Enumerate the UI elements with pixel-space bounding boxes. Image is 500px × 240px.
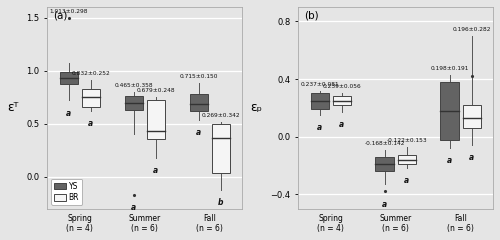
Text: a: a (382, 200, 387, 209)
Text: a: a (317, 123, 322, 132)
Text: 0.715±0.150: 0.715±0.150 (180, 74, 218, 79)
Text: b: b (218, 198, 224, 207)
Text: 0.237±0.081: 0.237±0.081 (300, 82, 339, 87)
Text: a: a (196, 128, 201, 137)
Text: 0.196±0.282: 0.196±0.282 (452, 27, 491, 32)
Bar (310, 93, 328, 109)
Bar (212, 124, 230, 173)
Bar (376, 157, 394, 171)
Bar (332, 96, 351, 105)
Text: 0.465±0.358: 0.465±0.358 (114, 83, 153, 88)
Y-axis label: εₚ: εₚ (250, 101, 262, 114)
Text: a: a (339, 120, 344, 129)
Text: (a): (a) (53, 11, 68, 21)
Bar (124, 96, 143, 110)
Bar (146, 100, 165, 139)
Text: a: a (66, 108, 71, 118)
Legend: YS, BR: YS, BR (51, 179, 82, 205)
Text: 0.239±0.056: 0.239±0.056 (322, 84, 361, 90)
Text: 0.679±0.248: 0.679±0.248 (136, 88, 175, 93)
Bar (190, 94, 208, 111)
Text: a: a (447, 156, 452, 165)
Text: a: a (469, 153, 474, 162)
Text: 0.269±0.342: 0.269±0.342 (202, 113, 240, 118)
Bar (60, 72, 78, 84)
Bar (398, 156, 415, 164)
Text: a: a (153, 166, 158, 175)
Text: 1.013±0.298: 1.013±0.298 (50, 9, 88, 13)
Text: a: a (404, 176, 409, 186)
Bar (462, 105, 480, 128)
Bar (440, 82, 458, 140)
Text: -0.168±0.142: -0.168±0.142 (364, 141, 405, 146)
Text: 0.198±0.191: 0.198±0.191 (430, 66, 469, 71)
Text: a: a (88, 119, 94, 128)
Y-axis label: εᵀ: εᵀ (7, 101, 18, 114)
Text: -0.122±0.153: -0.122±0.153 (386, 138, 427, 143)
Text: (b): (b) (304, 11, 318, 21)
Bar (82, 89, 100, 107)
Text: a: a (131, 203, 136, 212)
Text: 0.832±0.252: 0.832±0.252 (72, 71, 110, 76)
